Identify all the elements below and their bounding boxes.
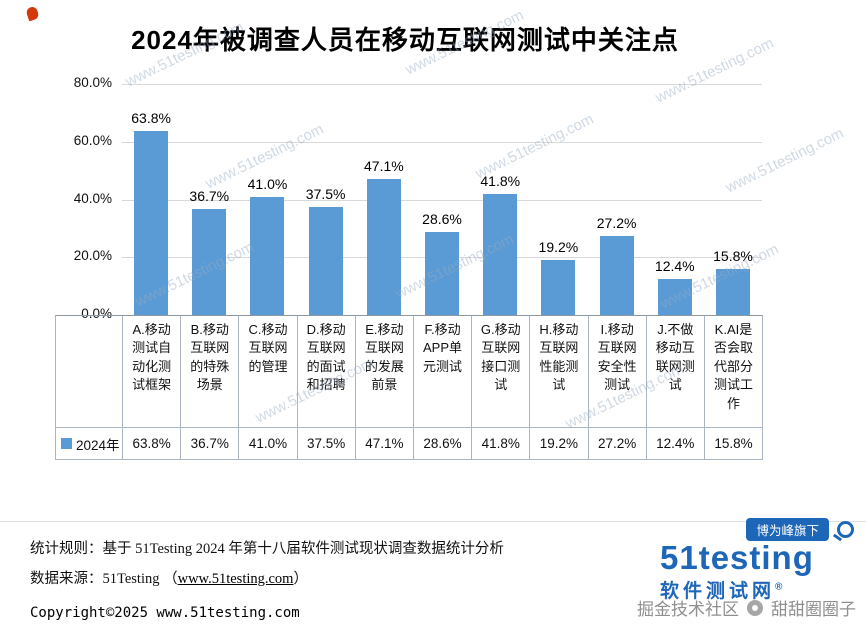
chart-title: 2024年被调查人员在移动互联网测试中关注点 [131, 25, 679, 55]
bar-value-label: 15.8% [713, 248, 753, 265]
bar-value-label: 27.2% [596, 215, 637, 232]
gridline [122, 199, 762, 201]
data-table: A.移动测试自动化测试框架 B.移动互联网的特殊场景 C.移动互联网的管理 D.移动互… [55, 315, 763, 460]
bar [541, 259, 576, 315]
bar [715, 269, 750, 315]
table-value-cell: 12.4% [647, 428, 705, 459]
table-corner-cell [56, 316, 123, 427]
bar [250, 196, 285, 315]
category-label: B.移动互联网的特殊场景 [181, 316, 240, 427]
gridline [122, 141, 762, 143]
y-axis-tick: 40.0% [73, 190, 112, 206]
logo-subtitle-text: 软件测试网 [660, 580, 776, 602]
logo-top-row: 博为峰旗下 [660, 517, 858, 541]
category-label: J.不做移动互联网测试 [647, 316, 705, 427]
table-value-cell: 28.6% [414, 428, 473, 459]
plot-area: 63.8% 36.7% 41.0% 37.5% 47.1% 28.6% 41.8% 19.2%… [122, 84, 762, 315]
table-value-cell: 27.2% [589, 428, 647, 459]
bar-column: 36.7% [180, 84, 238, 315]
legend-label: 2024年 [76, 437, 120, 453]
bar-value-label: 28.6% [422, 211, 462, 228]
bar-value-label: 47.1% [363, 158, 404, 174]
community-watermark: 掘金技术社区 甜甜圈圈子 [637, 595, 856, 620]
bar-column: 37.5% [297, 84, 355, 315]
bar [599, 236, 634, 315]
bar-value-label: 63.8% [131, 109, 171, 126]
bar [425, 232, 460, 315]
category-label: C.移动互联网的管理 [239, 316, 298, 427]
category-label: F.移动APP单元测试 [414, 316, 473, 427]
table-value-cell: 19.2% [530, 428, 589, 459]
category-label: E.移动互联网的发展前景 [356, 316, 414, 427]
table-value-cell: 36.7% [181, 428, 240, 459]
donut-icon [747, 599, 763, 616]
table-value-cell: 37.5% [298, 428, 356, 459]
category-labels-cells: A.移动测试自动化测试框架 B.移动互联网的特殊场景 C.移动互联网的管理 D.移动互… [123, 316, 762, 427]
logo-badge: 博为峰旗下 [746, 517, 829, 541]
y-axis-tick: 80.0% [73, 75, 112, 90]
data-source-suffix: ） [293, 571, 308, 587]
data-source-prefix: 数据来源：51Testing （ [30, 571, 178, 587]
bar-column: 12.4% [646, 84, 704, 315]
bar [366, 179, 401, 315]
category-labels-row: A.移动测试自动化测试框架 B.移动互联网的特殊场景 C.移动互联网的管理 D.移动互… [56, 316, 762, 427]
category-label: A.移动测试自动化测试框架 [123, 316, 182, 427]
bar [308, 206, 343, 315]
category-label: K.AI是否会取代部分测试工作 [713, 322, 753, 411]
logo-name: 51testing [660, 539, 814, 576]
legend-cell: 2024年 [56, 428, 123, 459]
gridline [122, 84, 762, 85]
community-watermark-right: 甜甜圈圈子 [771, 600, 856, 619]
51testing-link[interactable]: www.51testing.com [177, 571, 294, 587]
bar-value-label: 19.2% [538, 238, 579, 255]
bar-value-label: 36.7% [189, 188, 230, 205]
table-value-cell: 47.1% [356, 428, 414, 459]
bar [657, 279, 692, 315]
bar-column: 28.6% [413, 84, 471, 315]
bar-column: 15.8% [704, 84, 762, 315]
bar-column: 47.1% [355, 84, 413, 315]
bar-column: 41.0% [238, 84, 296, 315]
logo-subtitle: 软件测试网® [660, 576, 858, 603]
bar-value-label: 37.5% [305, 185, 346, 202]
table-value-cell: 15.8% [714, 436, 753, 451]
y-axis-tick: 0.0% [81, 306, 112, 321]
category-label: I.移动互联网安全性测试 [589, 316, 647, 427]
bar-column: 63.8% [122, 84, 180, 315]
registered-mark: ® [775, 581, 783, 593]
bar-column: 19.2% [529, 84, 587, 315]
category-label: H.移动互联网性能测试 [530, 316, 589, 427]
bar-value-label: 41.0% [247, 175, 288, 192]
table-values-cells: 63.8% 36.7% 41.0% 37.5% 47.1% 28.6% 41.8% 19.2%… [123, 428, 762, 459]
bar-column: 41.8% [471, 84, 529, 315]
legend-swatch-icon [61, 438, 72, 449]
magnifier-icon [837, 520, 854, 538]
bar [483, 194, 518, 315]
y-axis: 80.0% 60.0% 40.0% 20.0% 0.0% [0, 0, 112, 340]
51testing-logo: 博为峰旗下 51testing 软件测试网® [660, 517, 858, 603]
bar-value-label: 12.4% [654, 258, 695, 275]
bar [134, 130, 169, 315]
community-watermark-left: 掘金技术社区 [637, 600, 739, 619]
data-source-text: 数据来源：51Testing （www.51testing.com） [30, 567, 308, 588]
values-row: 2024年 63.8% 36.7% 41.0% 37.5% 47.1% 28.6% 41.8… [56, 427, 762, 459]
bar-value-label: 41.8% [480, 173, 521, 190]
table-value-cell: 41.8% [472, 428, 531, 459]
bar-column: 27.2% [588, 84, 646, 315]
category-label: D.移动互联网的面试和招聘 [298, 316, 356, 427]
bar [192, 209, 227, 315]
category-label: G.移动互联网接口测试 [472, 316, 531, 427]
footer-divider [0, 521, 866, 522]
stat-rule-text: 统计规则：基于 51Testing 2024 年第十八届软件测试现状调查数据统计… [30, 541, 504, 557]
y-axis-tick: 20.0% [73, 248, 112, 264]
table-value-cell: 63.8% [123, 428, 182, 459]
table-value-cell: 41.0% [239, 428, 298, 459]
y-axis-tick: 60.0% [73, 132, 112, 148]
copyright-text: Copyright©2025 www.51testing.com [30, 605, 300, 621]
